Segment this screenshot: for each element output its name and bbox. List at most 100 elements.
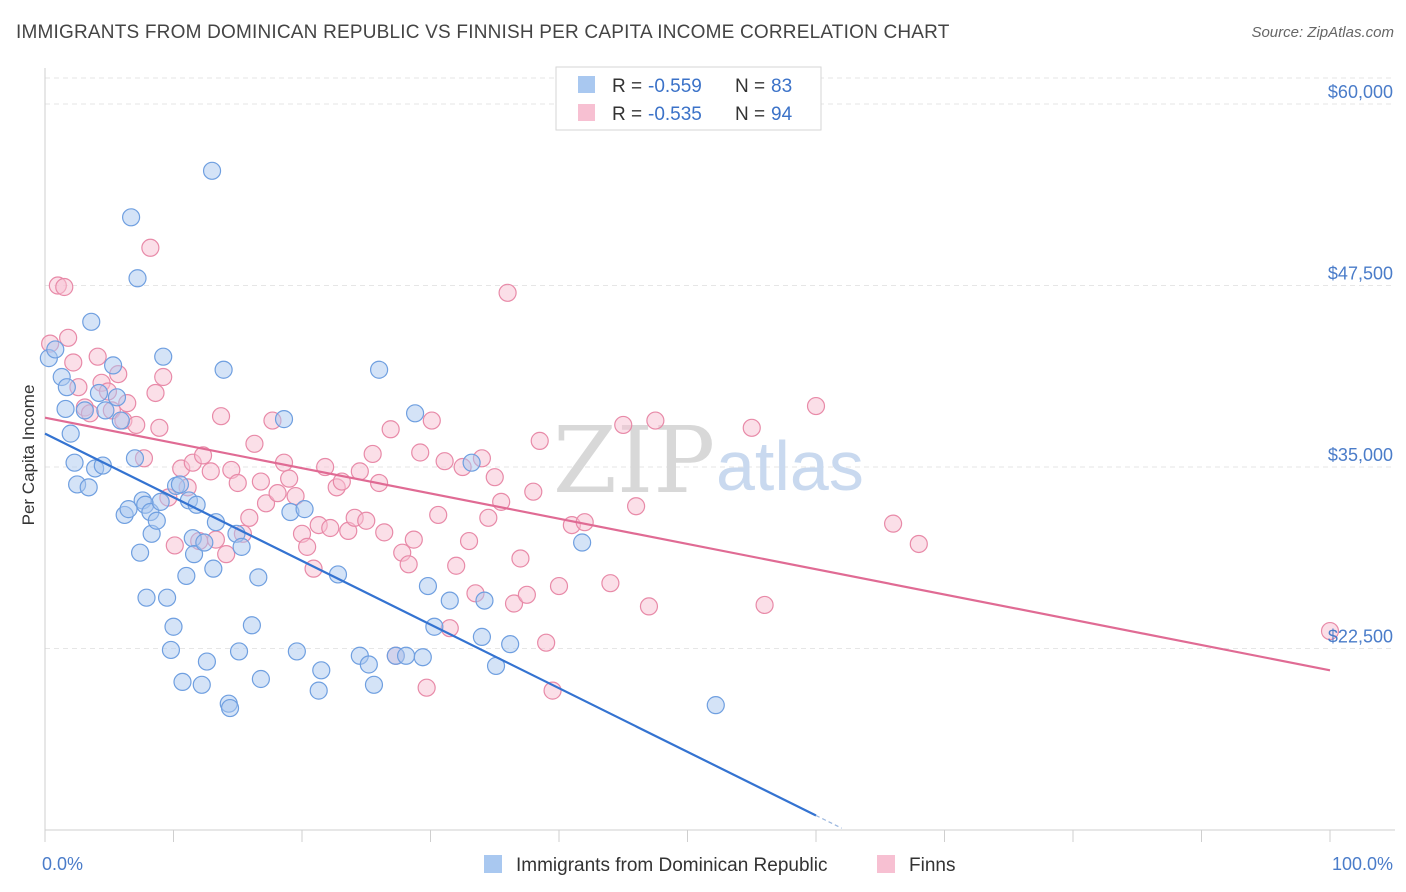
point-dominican-76: [462, 453, 481, 472]
point-dominican-73: [418, 576, 438, 596]
point-dominican-56: [249, 568, 268, 587]
legend-n-label-2: N =: [735, 104, 765, 125]
point-dominican-54: [232, 537, 251, 556]
point-dominican-47: [204, 559, 223, 578]
point-dominican-67: [364, 675, 384, 694]
legend-box: [555, 66, 822, 131]
point-finns-72: [459, 531, 479, 551]
point-finns-58: [375, 523, 394, 542]
gridlines: [45, 77, 1395, 650]
point-dominican-62: [309, 681, 328, 700]
point-finns-97: [883, 514, 903, 533]
point-dominican-6: [65, 453, 84, 472]
point-dominican-3: [56, 399, 75, 419]
point-finns-28: [201, 462, 220, 481]
point-dominican-80: [501, 635, 520, 654]
bottom-legend-swatch-dominican: [484, 855, 502, 873]
watermark: ZIP atlas: [553, 407, 864, 514]
point-finns-78: [498, 283, 517, 302]
point-finns-63: [404, 530, 423, 549]
point-finns-2: [55, 277, 74, 297]
y-tick-label-0: $22,500: [1328, 627, 1393, 647]
point-finns-96: [806, 396, 826, 416]
point-finns-83: [530, 431, 549, 450]
point-finns-42: [280, 469, 299, 488]
point-finns-56: [363, 444, 382, 464]
point-dominican-70: [396, 646, 416, 665]
legend-n-value-2: 94: [771, 104, 793, 125]
point-dominican-63: [312, 661, 331, 680]
point-finns-98: [909, 534, 928, 554]
point-dominican-68: [370, 360, 389, 379]
point-finns-70: [447, 556, 466, 575]
point-finns-81: [517, 585, 536, 604]
point-dominican-71: [405, 404, 425, 423]
point-finns-17: [141, 238, 160, 257]
point-dominican-15: [104, 356, 123, 375]
legend-swatch-finns: [578, 104, 595, 121]
point-dominican-8: [75, 401, 94, 420]
point-dominican-17: [111, 411, 130, 430]
trend-extension-dominican: [815, 814, 842, 829]
point-finns-15: [127, 415, 146, 435]
point-dominican-30: [151, 492, 170, 511]
y-tick-labels: $22,500 $35,000 $47,500 $60,000: [1328, 82, 1393, 646]
trend-lines: [44, 416, 1331, 829]
point-finns-84: [537, 633, 556, 652]
point-dominican-37: [173, 672, 192, 692]
point-dominican-4: [57, 378, 76, 397]
point-finns-38: [256, 494, 276, 513]
point-finns-45: [298, 537, 317, 556]
point-dominican-55: [242, 616, 261, 635]
point-finns-64: [411, 443, 430, 462]
point-finns-91: [626, 497, 646, 516]
point-finns-8: [88, 347, 107, 366]
point-dominican-51: [220, 698, 240, 718]
legend-r-label-2: R =: [612, 104, 642, 125]
point-finns-99: [1320, 621, 1340, 641]
point-finns-19: [150, 418, 169, 437]
series-dominican-points: [39, 161, 725, 718]
point-finns-79: [504, 594, 524, 613]
point-finns-95: [755, 595, 774, 615]
point-dominican-36: [170, 475, 190, 494]
point-dominican-78: [475, 591, 494, 610]
point-finns-86: [549, 576, 569, 596]
bottom-legend: Immigrants from Dominican Republic Finns: [484, 855, 955, 876]
point-finns-27: [193, 446, 213, 465]
x-tick-labels: 0.0% 100.0%: [42, 854, 1393, 874]
point-finns-82: [524, 482, 543, 501]
point-finns-36: [245, 434, 264, 453]
point-dominican-31: [154, 347, 173, 366]
point-dominican-14: [96, 401, 115, 420]
point-finns-66: [422, 411, 441, 430]
point-finns-22: [165, 536, 184, 555]
trend-line-dominican: [44, 432, 817, 817]
point-dominican-45: [197, 652, 217, 671]
point-finns-35: [240, 508, 259, 527]
point-dominican-53: [229, 642, 249, 661]
point-dominican-5: [61, 424, 80, 443]
point-finns-92: [639, 597, 659, 616]
y-tick-label-1: $35,000: [1328, 445, 1393, 465]
chart-title: IMMIGRANTS FROM DOMINICAN REPUBLIC VS FI…: [16, 22, 950, 43]
bottom-legend-swatch-finns: [877, 855, 895, 873]
point-dominican-60: [287, 642, 306, 661]
point-dominican-33: [161, 640, 181, 660]
point-dominican-22: [128, 269, 147, 288]
point-finns-68: [435, 452, 454, 471]
point-finns-20: [154, 367, 173, 387]
point-dominican-77: [472, 627, 491, 646]
point-finns-33: [228, 473, 247, 493]
point-dominican-75: [440, 591, 459, 610]
y-tick-label-3: $60,000: [1328, 82, 1393, 102]
point-dominican-26: [137, 588, 156, 607]
point-dominican-10: [82, 312, 101, 331]
point-finns-89: [601, 574, 620, 593]
x-tick-label-0: 0.0%: [42, 854, 83, 874]
point-dominican-34: [164, 617, 183, 636]
point-dominican-66: [359, 655, 378, 674]
watermark-zip: ZIP: [553, 407, 715, 514]
bottom-legend-label-finns: Finns: [909, 855, 955, 876]
